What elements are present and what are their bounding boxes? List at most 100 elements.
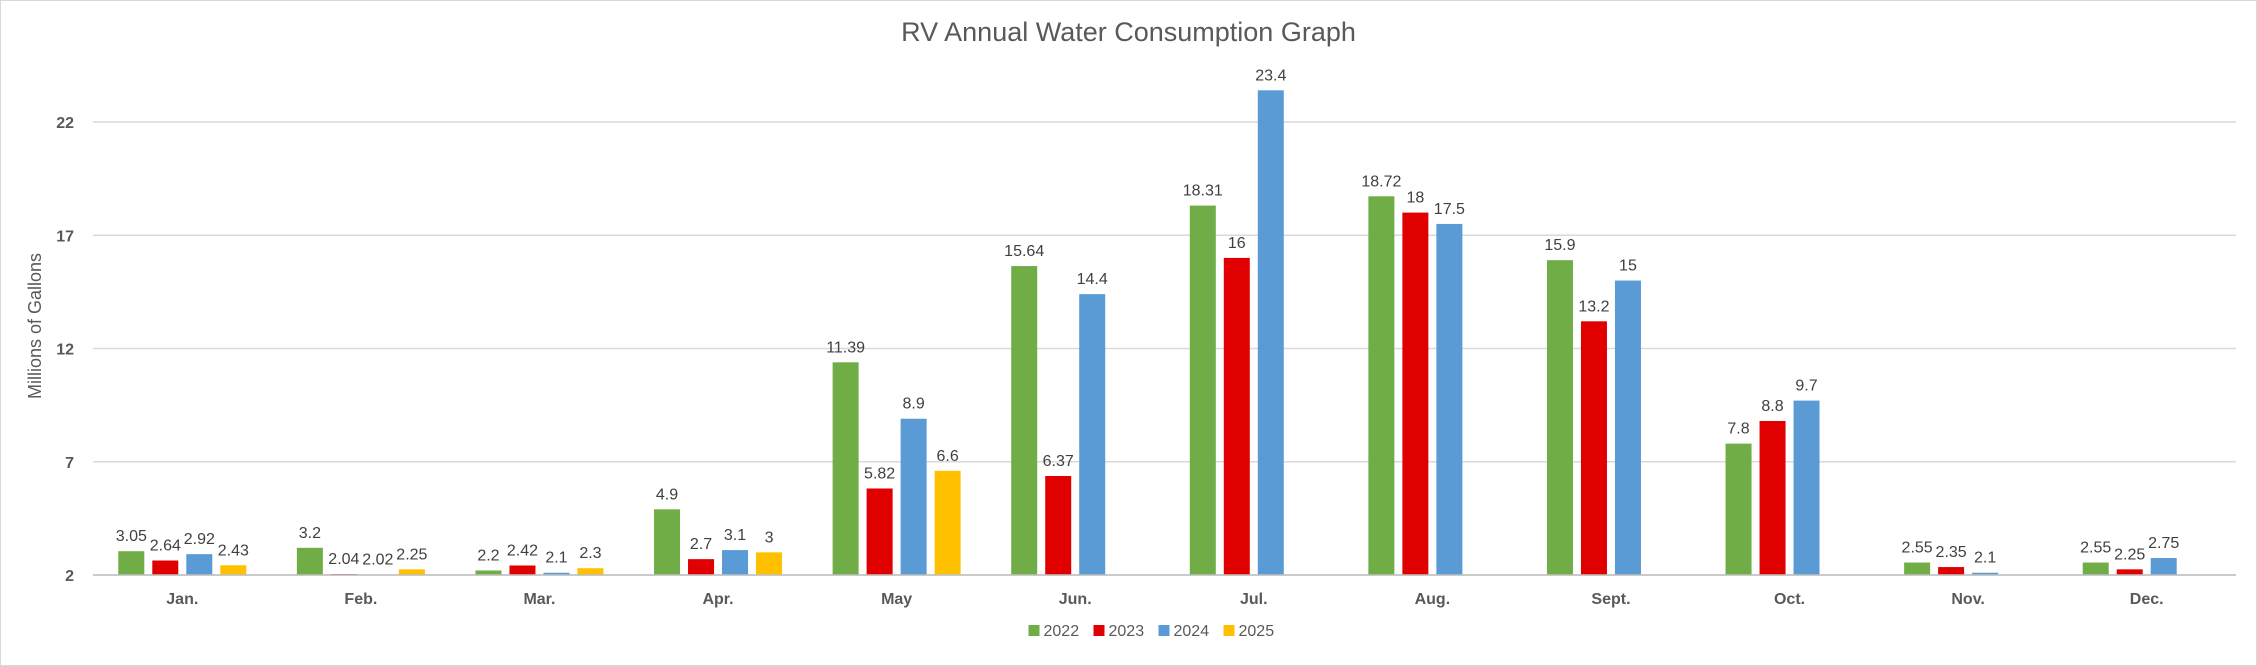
- x-tick-label: Nov.: [1951, 591, 1984, 608]
- bar-2023-dec: [2116, 569, 2143, 575]
- data-label: 18.31: [1183, 183, 1223, 200]
- data-label: 2.55: [2080, 540, 2111, 557]
- legend-swatch-2025: [1223, 625, 1235, 636]
- data-label: 5.82: [864, 465, 895, 482]
- y-tick-label: 17: [56, 228, 74, 245]
- bar-2022-jun: [1011, 266, 1038, 575]
- data-label: 2.2: [477, 547, 499, 564]
- legend-label-2023: 2023: [1109, 623, 1145, 640]
- bar-2025-apr: [756, 552, 783, 575]
- data-label: 2.42: [507, 542, 538, 559]
- data-label: 18: [1406, 190, 1424, 207]
- data-label: 11.39: [826, 339, 865, 356]
- y-axis-title: Millions of Gallons: [25, 253, 45, 399]
- data-label: 2.1: [1974, 550, 1996, 567]
- bar-2025-feb: [398, 569, 425, 575]
- data-label: 15.9: [1544, 237, 1575, 254]
- x-tick-label: Mar.: [523, 591, 555, 608]
- bar-2025-jan: [220, 565, 247, 575]
- data-label: 2.55: [1902, 540, 1933, 557]
- bar-2023-may: [866, 488, 893, 575]
- data-labels: 3.052.64 2.922.433.22.04 2.02 2.25 2.2 2.42 2.…: [116, 67, 2180, 568]
- chart-title: RV Annual Water Consumption Graph: [901, 17, 1356, 47]
- x-tick-label: Jul.: [1240, 591, 1268, 608]
- data-label: 2.04: [328, 551, 359, 568]
- bar-2023-aug: [1402, 212, 1429, 575]
- data-label: 15.64: [1004, 243, 1044, 260]
- legend-swatch-2023: [1093, 625, 1105, 636]
- x-tick-label: Aug.: [1415, 591, 1451, 608]
- data-label: 2.25: [396, 546, 427, 563]
- bar-2022-oct: [1725, 443, 1752, 575]
- data-label: 2.1: [545, 550, 567, 567]
- data-label: 9.7: [1795, 378, 1817, 395]
- data-label: 15: [1619, 258, 1637, 275]
- data-label: 23.4: [1255, 67, 1286, 84]
- bars: [118, 90, 2177, 576]
- data-label: 3: [765, 529, 774, 546]
- bar-2023-oct: [1759, 420, 1786, 575]
- data-label: 2.35: [1936, 544, 1967, 561]
- bar-2024-apr: [722, 550, 749, 575]
- data-label: 14.4: [1077, 271, 1108, 288]
- y-tick-label: 12: [56, 342, 74, 359]
- x-tick-label: Dec.: [2130, 591, 2164, 608]
- bar-2023-apr: [688, 559, 715, 575]
- x-tick-label: Oct.: [1774, 591, 1805, 608]
- bar-2024-mar: [543, 572, 570, 575]
- data-label: 3.2: [299, 525, 321, 542]
- data-label: 8.9: [903, 396, 925, 413]
- data-label: 17.5: [1434, 201, 1465, 218]
- bar-2022-dec: [2082, 562, 2109, 575]
- data-label: 2.64: [150, 538, 181, 555]
- x-tick-label: Jan.: [166, 591, 198, 608]
- bar-2023-mar: [509, 565, 536, 575]
- bar-2024-oct: [1793, 400, 1820, 575]
- data-label: 8.8: [1761, 398, 1783, 415]
- y-tick-label: 7: [65, 455, 74, 472]
- data-label: 2.92: [184, 531, 215, 548]
- x-tick-label: May: [881, 591, 912, 608]
- legend-label-2025: 2025: [1239, 623, 1275, 640]
- data-label: 2.43: [218, 542, 249, 559]
- bar-2022-jul: [1189, 205, 1216, 576]
- x-tick-label: Feb.: [344, 591, 377, 608]
- data-label: 3.1: [724, 527, 746, 544]
- legend-label-2022: 2022: [1044, 623, 1080, 640]
- data-label: 4.9: [656, 486, 678, 503]
- data-label: 6.6: [937, 448, 959, 465]
- bar-2022-aug: [1368, 196, 1395, 576]
- data-label: 16: [1228, 235, 1246, 252]
- bar-2025-may: [934, 470, 961, 575]
- bar-2024-jun: [1079, 294, 1106, 575]
- axes: 2 7 12 17 22 Jan. Feb. Mar. Apr. May Jun. Jul. Aug. S…: [56, 115, 2236, 608]
- bar-2022-sept: [1546, 260, 1573, 575]
- legend: 2022 2023 2024 2025: [1028, 623, 1275, 640]
- bar-2024-jan: [186, 554, 213, 575]
- bar-2022-jan: [118, 551, 145, 575]
- data-label: 2.75: [2148, 535, 2179, 552]
- gridlines: [93, 121, 2236, 576]
- bar-2024-aug: [1436, 223, 1463, 576]
- bar-2024-dec: [2150, 558, 2177, 575]
- bar-2025-mar: [577, 568, 604, 575]
- bar-2022-feb: [296, 547, 323, 575]
- data-label: 2.25: [2114, 546, 2145, 563]
- legend-label-2024: 2024: [1174, 623, 1210, 640]
- bar-2023-jul: [1223, 257, 1250, 575]
- bar-2024-jul: [1257, 90, 1284, 575]
- y-tick-label: 2: [65, 568, 74, 585]
- data-label: 7.8: [1727, 421, 1749, 438]
- x-tick-label: Apr.: [702, 591, 733, 608]
- x-tick-label: Sept.: [1591, 591, 1630, 608]
- data-label: 2.02: [362, 552, 393, 569]
- bar-2023-jan: [152, 560, 179, 575]
- y-tick-label: 22: [56, 115, 74, 132]
- bar-2022-may: [832, 362, 859, 575]
- legend-swatch-2022: [1028, 625, 1040, 636]
- bar-2024-nov: [1972, 572, 1999, 575]
- bar-2024-may: [900, 418, 927, 575]
- bar-2023-nov: [1938, 567, 1965, 575]
